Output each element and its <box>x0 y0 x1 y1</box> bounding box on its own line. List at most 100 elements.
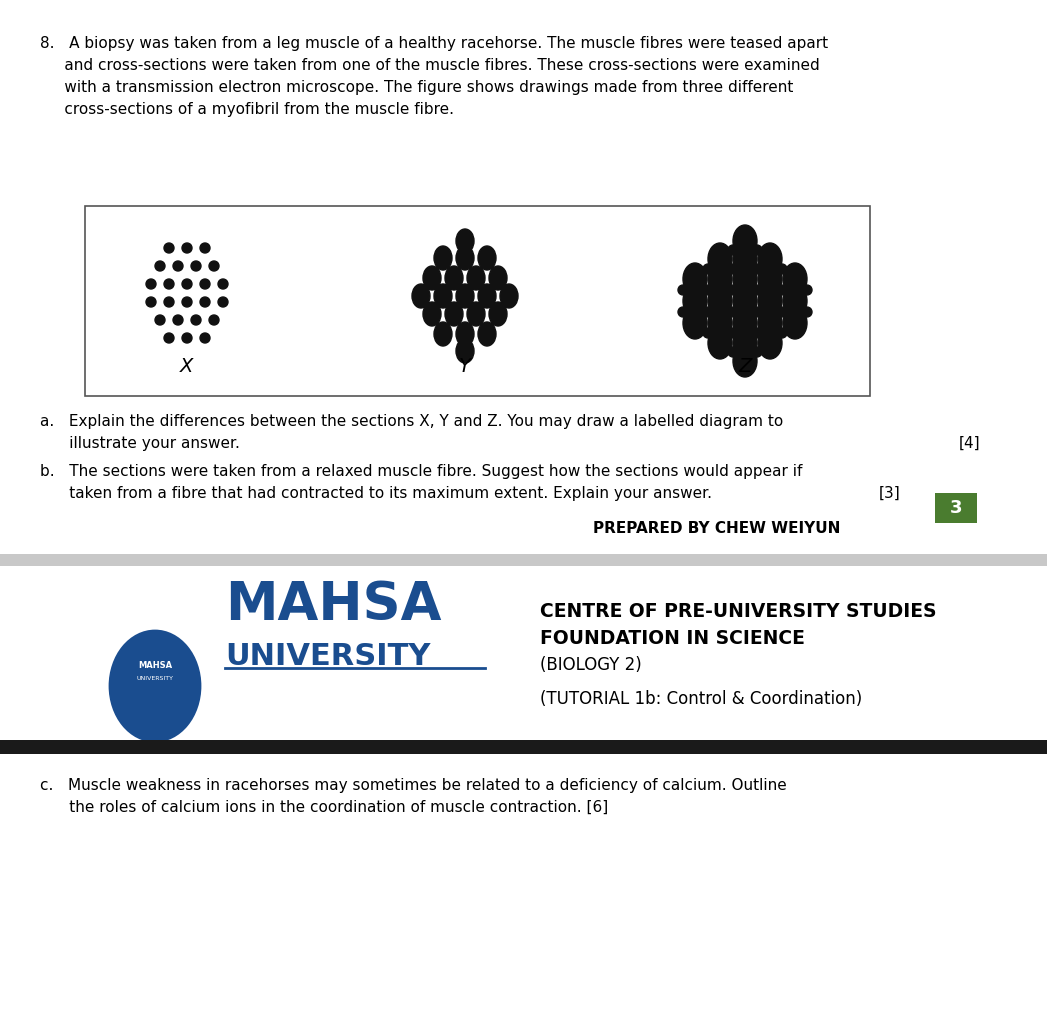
Text: cross-sections of a myofibril from the muscle fibre.: cross-sections of a myofibril from the m… <box>40 102 454 117</box>
Ellipse shape <box>728 264 738 274</box>
Ellipse shape <box>678 307 688 317</box>
Ellipse shape <box>445 302 463 326</box>
Ellipse shape <box>456 284 474 308</box>
Ellipse shape <box>733 243 757 275</box>
Ellipse shape <box>708 307 732 339</box>
Ellipse shape <box>200 243 210 253</box>
Ellipse shape <box>752 347 762 357</box>
Ellipse shape <box>191 315 201 325</box>
Text: (BIOLOGY 2): (BIOLOGY 2) <box>540 656 642 674</box>
Ellipse shape <box>777 285 787 295</box>
Ellipse shape <box>456 246 474 270</box>
Ellipse shape <box>777 328 787 338</box>
Ellipse shape <box>683 263 707 295</box>
Ellipse shape <box>164 279 174 289</box>
Ellipse shape <box>173 315 183 325</box>
Ellipse shape <box>435 246 452 270</box>
Ellipse shape <box>489 302 507 326</box>
Text: 3: 3 <box>950 499 962 517</box>
Ellipse shape <box>777 307 787 317</box>
Ellipse shape <box>209 261 219 271</box>
Text: a.   Explain the differences between the sections X, Y and Z. You may draw a lab: a. Explain the differences between the s… <box>40 415 783 429</box>
Ellipse shape <box>445 266 463 290</box>
Ellipse shape <box>182 297 192 307</box>
Text: UNIVERSITY: UNIVERSITY <box>136 675 174 680</box>
Ellipse shape <box>783 263 807 295</box>
Ellipse shape <box>146 279 156 289</box>
Ellipse shape <box>728 285 738 295</box>
Text: and cross-sections were taken from one of the muscle fibres. These cross-section: and cross-sections were taken from one o… <box>40 58 820 73</box>
Ellipse shape <box>802 285 812 295</box>
Ellipse shape <box>456 322 474 346</box>
Ellipse shape <box>182 333 192 343</box>
Ellipse shape <box>758 285 782 317</box>
Text: Y: Y <box>459 357 471 376</box>
Ellipse shape <box>423 266 441 290</box>
Ellipse shape <box>435 322 452 346</box>
Ellipse shape <box>200 297 210 307</box>
Ellipse shape <box>182 279 192 289</box>
Text: X: X <box>180 357 194 376</box>
Text: [4]: [4] <box>958 436 980 451</box>
Ellipse shape <box>728 328 738 338</box>
Ellipse shape <box>218 297 228 307</box>
Ellipse shape <box>182 243 192 253</box>
Ellipse shape <box>703 264 713 274</box>
Text: [3]: [3] <box>878 486 900 501</box>
Ellipse shape <box>423 302 441 326</box>
Ellipse shape <box>413 284 430 308</box>
Text: c.   Muscle weakness in racehorses may sometimes be related to a deficiency of c: c. Muscle weakness in racehorses may som… <box>40 778 786 793</box>
Ellipse shape <box>173 261 183 271</box>
Ellipse shape <box>683 285 707 317</box>
Ellipse shape <box>783 307 807 339</box>
Ellipse shape <box>752 245 762 255</box>
Ellipse shape <box>733 263 757 295</box>
Bar <box>0 740 1047 754</box>
Ellipse shape <box>200 279 210 289</box>
Ellipse shape <box>164 333 174 343</box>
Ellipse shape <box>708 243 732 275</box>
Ellipse shape <box>164 297 174 307</box>
Text: UNIVERSITY: UNIVERSITY <box>225 642 430 671</box>
Ellipse shape <box>733 225 757 256</box>
Text: (TUTORIAL 1b: Control & Coordination): (TUTORIAL 1b: Control & Coordination) <box>540 690 863 708</box>
Ellipse shape <box>777 264 787 274</box>
Text: FOUNDATION IN SCIENCE: FOUNDATION IN SCIENCE <box>540 629 805 648</box>
Ellipse shape <box>728 347 738 357</box>
Ellipse shape <box>733 327 757 359</box>
Ellipse shape <box>478 284 496 308</box>
Ellipse shape <box>218 279 228 289</box>
Ellipse shape <box>752 285 762 295</box>
Bar <box>85 206 870 396</box>
Ellipse shape <box>733 285 757 317</box>
Text: PREPARED BY CHEW WEIYUN: PREPARED BY CHEW WEIYUN <box>593 521 840 536</box>
Ellipse shape <box>752 264 762 274</box>
Ellipse shape <box>489 266 507 290</box>
Ellipse shape <box>500 284 518 308</box>
Text: the roles of calcium ions in the coordination of muscle contraction. [6]: the roles of calcium ions in the coordin… <box>40 800 608 815</box>
Ellipse shape <box>728 307 738 317</box>
Text: CENTRE OF PRE-UNIVERSITY STUDIES: CENTRE OF PRE-UNIVERSITY STUDIES <box>540 602 936 621</box>
Ellipse shape <box>456 339 474 363</box>
Ellipse shape <box>733 307 757 339</box>
Ellipse shape <box>478 322 496 346</box>
Bar <box>0 554 1047 566</box>
Ellipse shape <box>155 315 165 325</box>
Text: 8.   A biopsy was taken from a leg muscle of a healthy racehorse. The muscle fib: 8. A biopsy was taken from a leg muscle … <box>40 36 828 51</box>
Ellipse shape <box>703 307 713 317</box>
Ellipse shape <box>209 315 219 325</box>
Ellipse shape <box>758 263 782 295</box>
Ellipse shape <box>708 263 732 295</box>
Ellipse shape <box>683 307 707 339</box>
Ellipse shape <box>703 285 713 295</box>
Ellipse shape <box>708 327 732 359</box>
Ellipse shape <box>200 333 210 343</box>
Text: b.   The sections were taken from a relaxed muscle fibre. Suggest how the sectio: b. The sections were taken from a relaxe… <box>40 464 802 479</box>
Text: illustrate your answer.: illustrate your answer. <box>40 436 240 451</box>
Text: with a transmission electron microscope. The figure shows drawings made from thr: with a transmission electron microscope.… <box>40 80 794 95</box>
Ellipse shape <box>708 285 732 317</box>
Text: MAHSA: MAHSA <box>225 579 442 631</box>
Text: taken from a fibre that had contracted to its maximum extent. Explain your answe: taken from a fibre that had contracted t… <box>40 486 712 501</box>
Ellipse shape <box>802 307 812 317</box>
Ellipse shape <box>752 307 762 317</box>
